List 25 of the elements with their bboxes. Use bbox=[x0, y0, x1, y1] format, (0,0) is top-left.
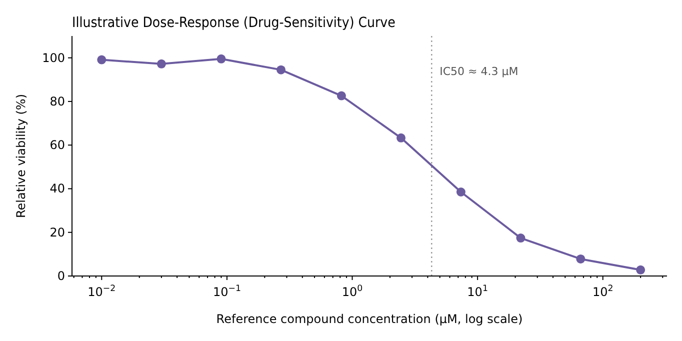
y-tick-label: 0 bbox=[57, 269, 65, 283]
point bbox=[97, 55, 106, 64]
point bbox=[276, 65, 286, 74]
y-tick-label: 20 bbox=[50, 225, 65, 240]
y-axis-title: Relative viability (%) bbox=[14, 94, 28, 218]
point bbox=[516, 234, 526, 243]
y-tick-label: 60 bbox=[50, 138, 65, 152]
point bbox=[396, 133, 406, 142]
x-tick-label: 10$^{−2}$ bbox=[88, 284, 116, 299]
point bbox=[456, 188, 466, 196]
point bbox=[336, 91, 346, 100]
x-tick-label: 10$^{2}$ bbox=[592, 284, 614, 299]
point bbox=[216, 54, 226, 64]
point bbox=[156, 59, 166, 68]
y-tick-label: 80 bbox=[50, 94, 65, 108]
y-tick-label: 100 bbox=[42, 50, 65, 65]
chart-title: Illustrative Dose-Response (Drug-Sensitivity) Curve bbox=[72, 15, 396, 31]
x-tick-label: 10$^{0}$ bbox=[342, 284, 363, 299]
x-axis-title: Reference compound concentration (μM, log scale) bbox=[216, 312, 523, 326]
point bbox=[636, 265, 646, 274]
ref-line-label: IC50 ≈ 4.3 μM bbox=[440, 65, 518, 78]
point bbox=[576, 254, 586, 264]
x-tick-label: 10$^{−1}$ bbox=[212, 284, 241, 299]
x-tick-label: 10$^{1}$ bbox=[467, 284, 488, 299]
y-tick-label: 40 bbox=[50, 182, 65, 196]
